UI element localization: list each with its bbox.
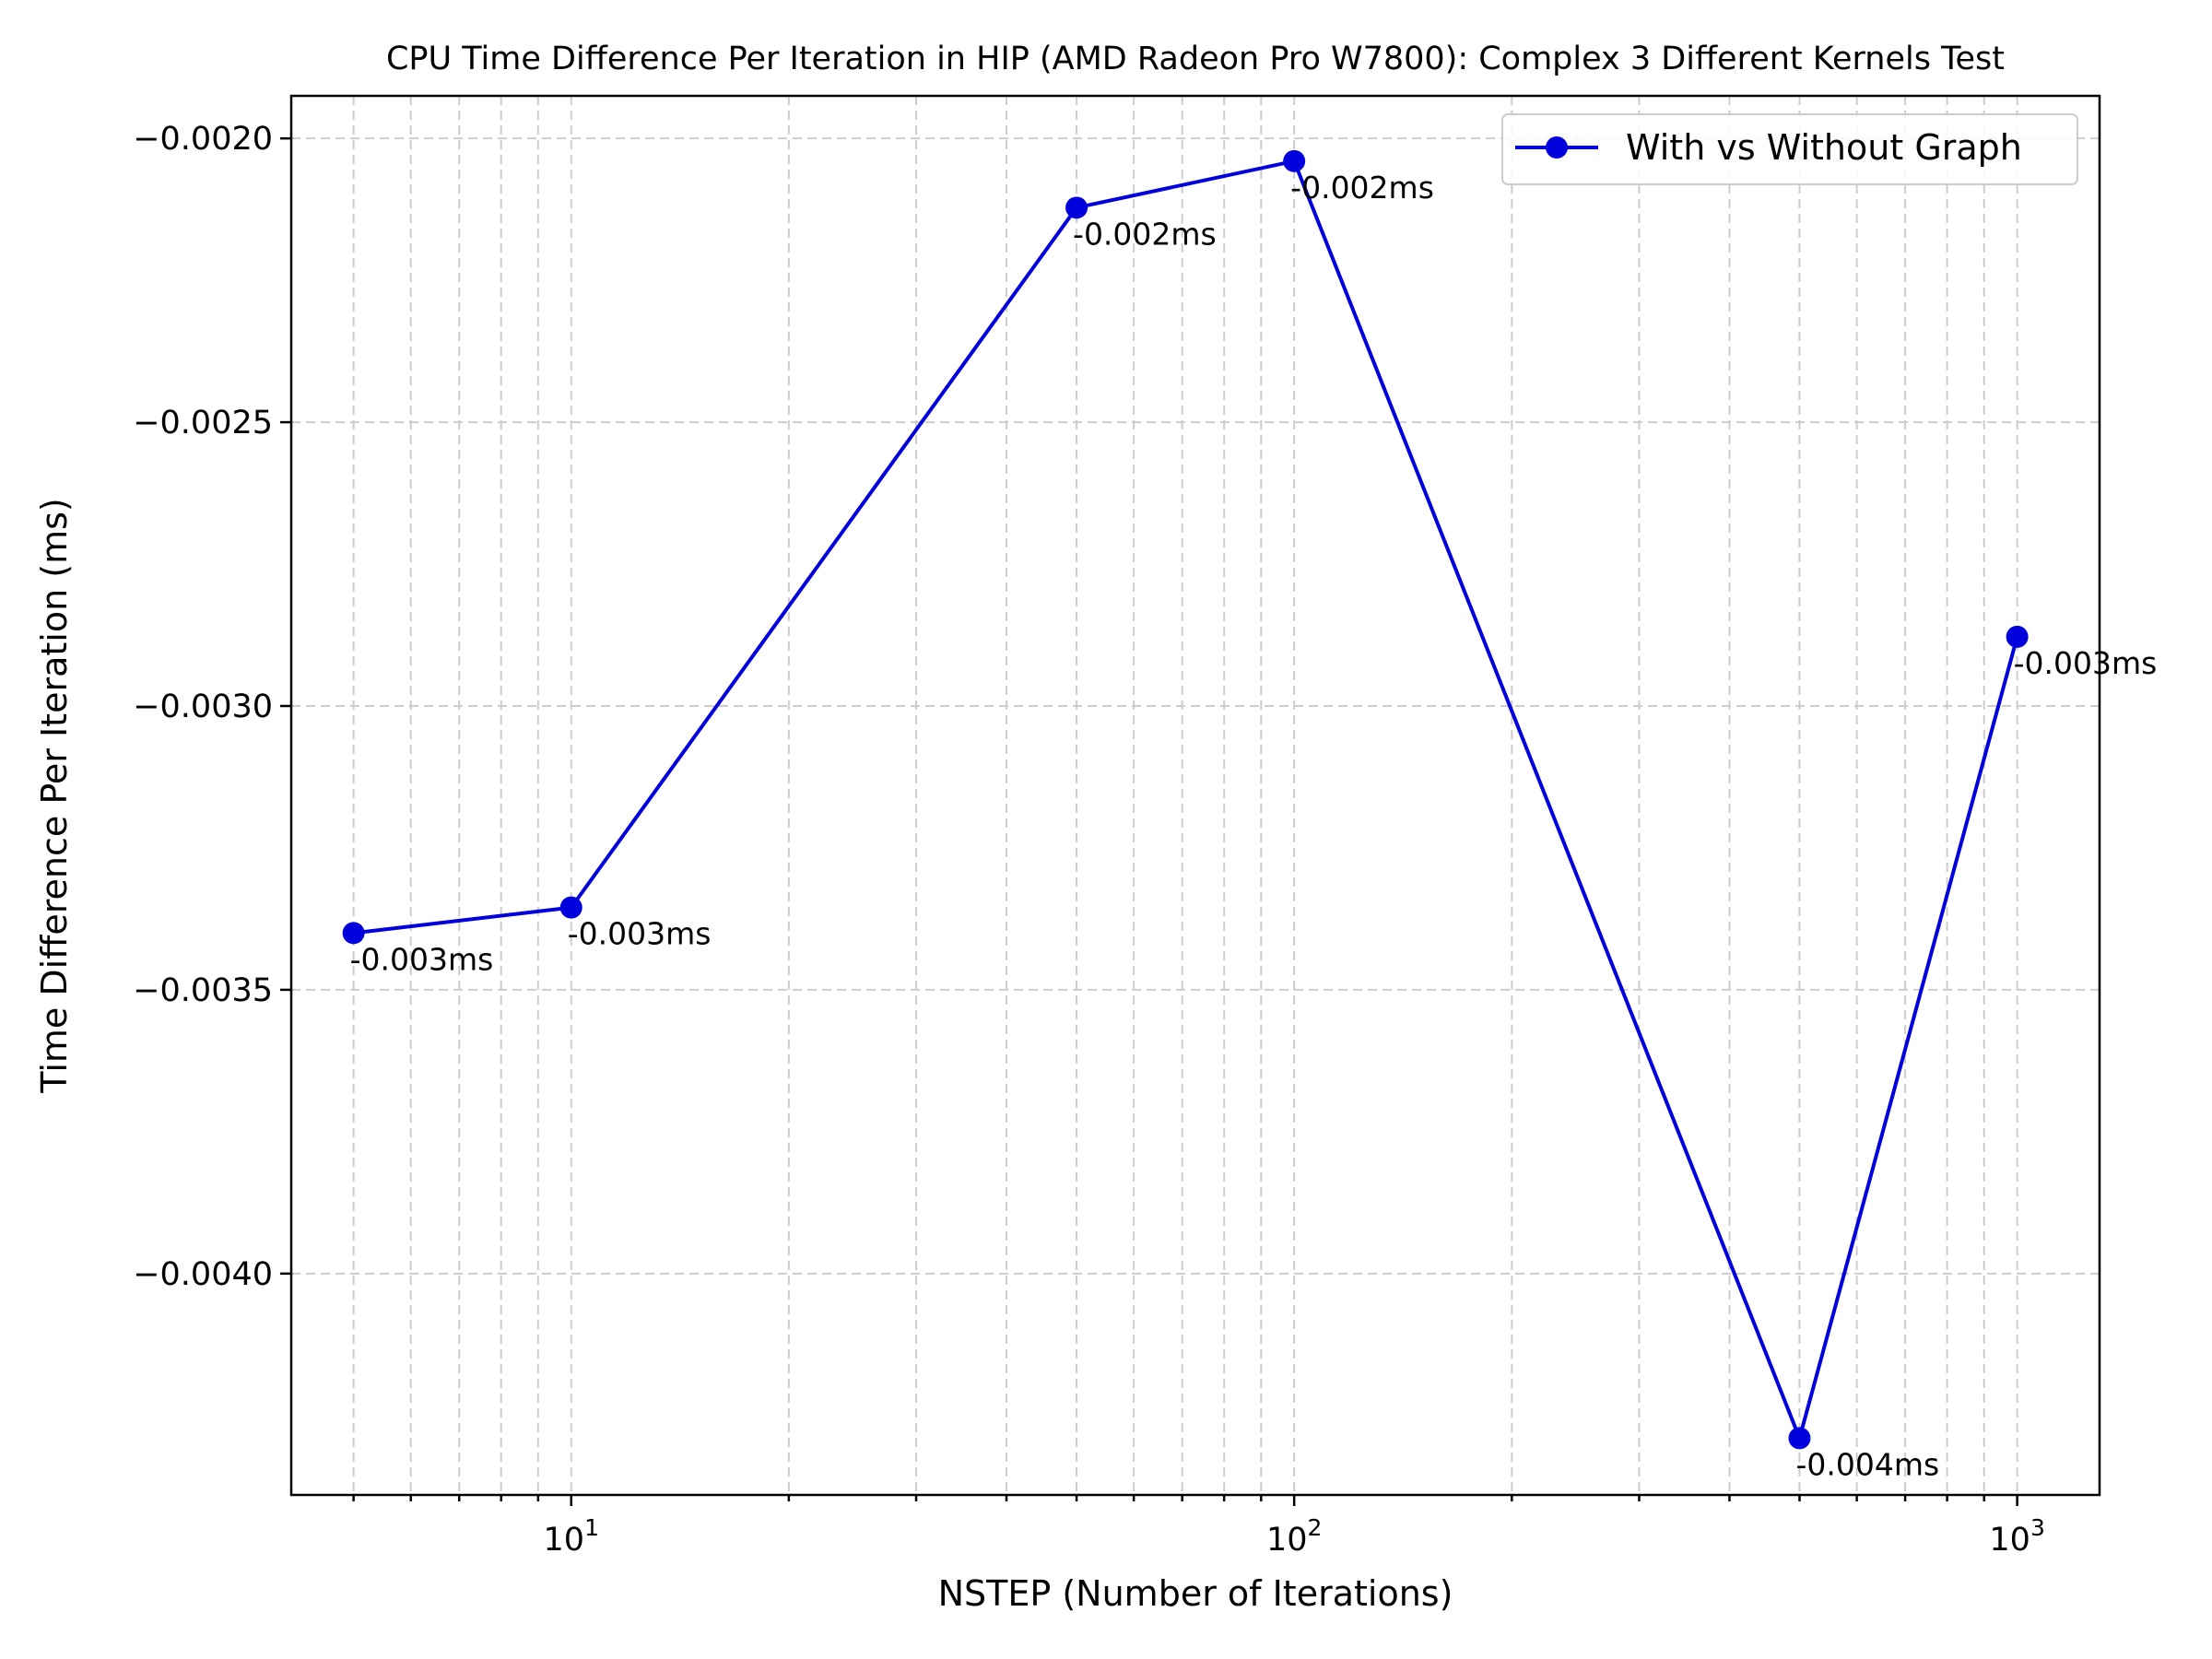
y-tick-label: −0.0020 [133, 121, 273, 158]
series-line [353, 159, 2019, 1441]
data-label: -0.002ms [1290, 170, 1434, 206]
y-tick-label: −0.0040 [133, 1256, 273, 1293]
x-tick-label: 102 [1266, 1514, 1322, 1559]
data-point [2006, 625, 2029, 648]
data-point [1788, 1427, 1811, 1450]
legend: With vs Without Graph [1501, 113, 2078, 185]
data-label: -0.002ms [1073, 216, 1217, 252]
y-tick-label: −0.0035 [133, 972, 273, 1009]
data-point [1283, 149, 1306, 172]
data-point [559, 896, 582, 919]
y-tick-label: −0.0030 [133, 688, 273, 725]
data-label: -0.003ms [568, 916, 712, 952]
y-axis-label: Time Difference Per Iteration (ms) [34, 498, 75, 1093]
plot-frame [289, 94, 2101, 1497]
x-axis-label: NSTEP (Number of Iterations) [938, 1573, 1453, 1614]
data-label: -0.004ms [1795, 1446, 1939, 1482]
x-tick-label: 101 [544, 1514, 599, 1559]
x-tick-label: 103 [1989, 1514, 2044, 1559]
legend-label: With vs Without Graph [1626, 127, 2022, 168]
chart-title: CPU Time Difference Per Iteration in HIP… [386, 41, 2005, 77]
y-tick-label: −0.0025 [133, 405, 273, 441]
axis-ticks: 101 102 103 −0.0020 −0.0025 −0.0030 −0.0035 −0.… [133, 121, 2045, 1559]
grid [291, 96, 2100, 1495]
series-layer: -0.003ms -0.003ms -0.002ms -0.002ms -0.004ms… [342, 149, 2158, 1482]
data-label: -0.003ms [2014, 645, 2158, 681]
data-point [342, 922, 365, 945]
legend-marker [1546, 136, 1568, 159]
data-label: -0.003ms [350, 941, 494, 977]
legend-box [1501, 113, 2078, 185]
data-point [1065, 196, 1088, 219]
